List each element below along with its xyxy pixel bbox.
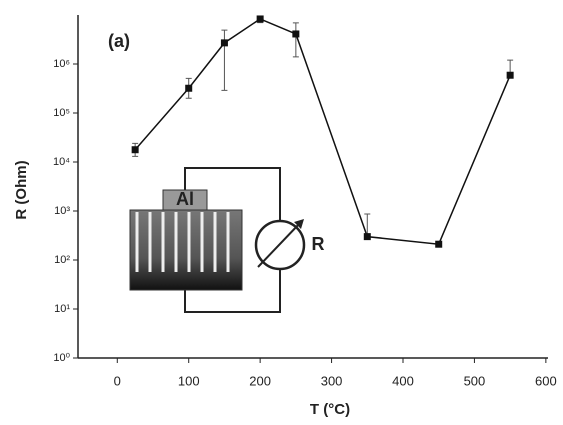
annotation: (a) <box>108 31 130 51</box>
data-point <box>256 15 264 23</box>
data-point <box>506 71 514 79</box>
inset-diagram <box>129 167 306 313</box>
y-tick-label: 10² <box>54 254 70 266</box>
x-tick-label: 500 <box>464 373 486 388</box>
x-tick-label: 300 <box>321 373 343 388</box>
y-axis-title: R (Ohm) <box>13 160 30 219</box>
y-tick-label: 10⁴ <box>53 156 70 168</box>
data-point <box>220 39 228 47</box>
inset-label: Al <box>176 189 194 209</box>
x-axis-title: T (°C) <box>310 401 350 418</box>
x-tick-label: 200 <box>249 373 271 388</box>
inset-label: R <box>312 234 325 254</box>
y-tick-label: 10⁰ <box>53 352 70 364</box>
data-line <box>134 18 511 246</box>
error-bar <box>292 22 299 58</box>
data-point <box>292 30 300 38</box>
data-point <box>185 84 193 92</box>
y-tick-label: 10¹ <box>54 303 70 315</box>
data-point <box>363 233 371 241</box>
data-point <box>131 146 139 154</box>
x-tick-label: 0 <box>114 373 121 388</box>
data-point <box>435 240 443 248</box>
y-tick-label: 10⁶ <box>53 58 70 70</box>
error-bar <box>221 29 228 91</box>
error-bar <box>364 213 371 237</box>
y-tick-label: 10³ <box>54 205 70 217</box>
x-tick-label: 100 <box>178 373 200 388</box>
y-tick-label: 10⁵ <box>53 107 70 119</box>
x-tick-label: 400 <box>392 373 414 388</box>
x-tick-label: 600 <box>535 373 557 388</box>
